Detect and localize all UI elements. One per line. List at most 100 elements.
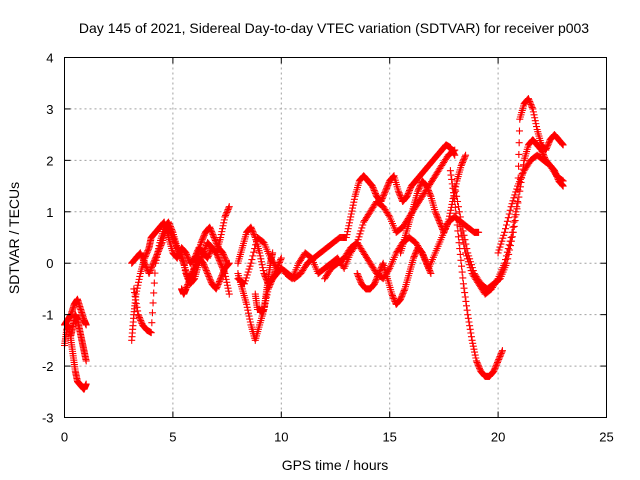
data-point: [345, 222, 353, 230]
data-point: [134, 307, 142, 315]
data-point: [354, 272, 362, 280]
data-point: [145, 270, 153, 277]
data-point: [240, 280, 248, 288]
data-point: [436, 218, 444, 226]
data-point: [467, 267, 475, 275]
data-point: [466, 322, 474, 330]
data-point: [202, 265, 210, 273]
data-point: [457, 256, 465, 264]
data-point: [380, 190, 388, 198]
data-point: [347, 210, 355, 218]
data-point: [356, 277, 364, 285]
data-point: [137, 318, 145, 326]
data-point: [222, 210, 230, 218]
data-point: [244, 268, 252, 276]
data-point: [204, 253, 212, 261]
data-point: [133, 303, 141, 311]
data-point: [501, 228, 509, 236]
data-point: [225, 290, 233, 298]
data-point: [530, 111, 538, 119]
data-point: [423, 259, 431, 267]
data-point: [498, 348, 506, 356]
data-point: [495, 354, 503, 362]
data-point: [466, 325, 474, 333]
data-point: [511, 213, 519, 221]
data-point: [509, 223, 517, 231]
data-point: [204, 271, 212, 279]
x-axis-label: GPS time / hours: [282, 457, 389, 473]
data-point: [458, 159, 466, 167]
data-point: [454, 198, 462, 205]
data-point: [500, 231, 508, 239]
data-point: [248, 256, 256, 264]
data-point: [248, 225, 256, 233]
y-tick-label: 4: [46, 51, 53, 66]
data-point: [457, 227, 465, 235]
data-point: [526, 98, 534, 106]
data-point: [410, 253, 418, 261]
data-point: [384, 180, 392, 188]
data-point: [559, 140, 567, 148]
data-point: [460, 240, 468, 248]
data-point: [472, 354, 480, 362]
data-point: [512, 188, 520, 196]
data-point: [205, 272, 213, 280]
data-point: [192, 260, 200, 268]
data-point: [432, 211, 440, 219]
data-point: [168, 225, 176, 233]
data-point: [256, 249, 264, 257]
data-point: [458, 268, 466, 276]
data-point: [456, 213, 464, 221]
data-point: [504, 214, 512, 222]
data-point: [539, 150, 547, 158]
data-point: [146, 268, 154, 276]
data-point: [222, 256, 230, 264]
data-point: [502, 252, 510, 260]
data-point: [380, 192, 388, 200]
series-seg2-a: [234, 264, 285, 344]
data-point: [559, 141, 567, 149]
data-point: [82, 357, 90, 365]
data-point: [368, 182, 376, 190]
data-point: [475, 363, 483, 371]
data-point: [142, 262, 150, 270]
data-point: [447, 171, 455, 179]
data-point: [515, 193, 523, 201]
data-point: [152, 259, 160, 267]
data-point: [205, 251, 213, 259]
data-point: [383, 184, 391, 192]
data-point: [190, 266, 198, 274]
data-point: [141, 259, 149, 267]
data-point: [134, 311, 142, 319]
data-point: [219, 222, 227, 230]
data-point: [506, 237, 514, 245]
data-point: [461, 153, 469, 161]
data-point: [215, 279, 223, 287]
data-point: [463, 306, 471, 314]
data-point: [451, 182, 459, 190]
data-point: [416, 183, 424, 191]
data-point: [442, 224, 450, 232]
data-point: [542, 145, 550, 153]
data-point: [246, 315, 254, 323]
data-point: [435, 217, 443, 225]
data-point: [456, 250, 464, 258]
data-point: [371, 280, 379, 288]
data-point: [371, 189, 379, 197]
data-point: [350, 195, 358, 203]
data-point: [425, 188, 433, 196]
data-point: [465, 318, 473, 326]
data-point: [476, 364, 484, 372]
data-point: [151, 269, 159, 277]
series-early-c: [67, 311, 90, 365]
data-point: [257, 258, 265, 266]
data-point: [514, 198, 522, 205]
data-point: [277, 254, 285, 262]
data-point: [187, 273, 195, 281]
data-point: [394, 187, 402, 195]
data-point: [141, 261, 149, 269]
x-tick-label: 20: [491, 430, 505, 445]
data-point: [197, 239, 205, 247]
data-point: [382, 186, 390, 194]
data-point: [199, 250, 207, 258]
